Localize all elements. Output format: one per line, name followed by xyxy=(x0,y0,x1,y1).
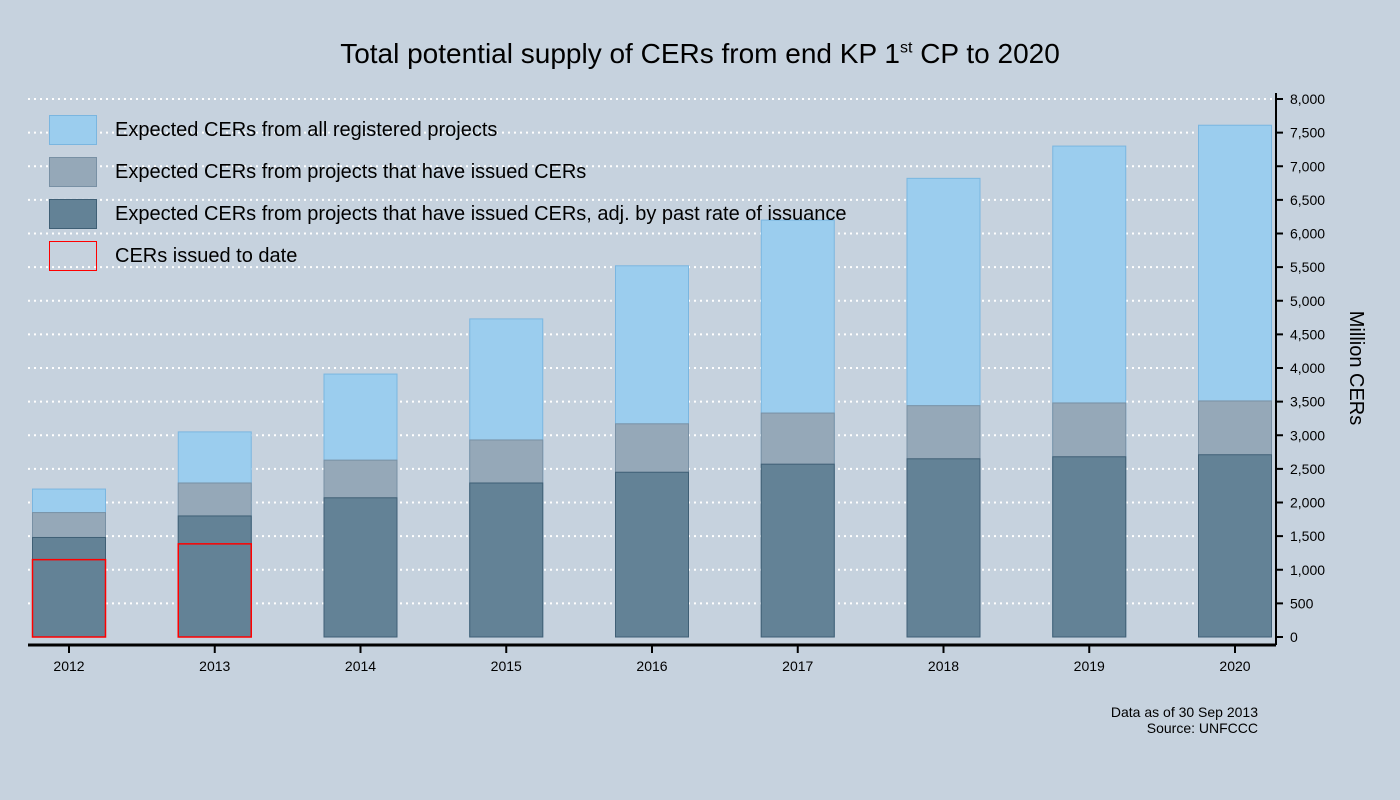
bar xyxy=(32,536,106,638)
source-label: Source: UNFCCC xyxy=(1146,720,1258,736)
y-tick-label: 8,000 xyxy=(1290,91,1325,107)
bar xyxy=(31,558,107,638)
y-tick-label: 3,000 xyxy=(1290,427,1325,443)
y-tick-label: 7,500 xyxy=(1290,125,1325,141)
y-tick-label: 4,500 xyxy=(1290,326,1325,342)
x-tick-label: 2015 xyxy=(491,658,522,674)
x-tick-label: 2012 xyxy=(53,658,84,674)
y-tick-label: 6,500 xyxy=(1290,192,1325,208)
x-tick-label: 2014 xyxy=(345,658,376,674)
y-tick-label: 2,000 xyxy=(1290,495,1325,511)
legend-label: Expected CERs from projects that have is… xyxy=(115,161,587,183)
bar xyxy=(323,497,398,638)
legend-swatch xyxy=(49,157,97,187)
x-tick-label: 2020 xyxy=(1219,658,1250,674)
bar xyxy=(469,482,544,638)
y-tick-label: 1,500 xyxy=(1290,528,1325,544)
y-tick-label: 5,000 xyxy=(1290,293,1325,309)
legend-label: Expected CERs from all registered projec… xyxy=(115,119,498,141)
y-tick-label: 5,500 xyxy=(1290,259,1325,275)
y-tick-label: 6,000 xyxy=(1290,226,1325,242)
bar xyxy=(615,471,689,638)
bar xyxy=(906,458,981,638)
bar xyxy=(1198,454,1272,638)
x-tick-label: 2018 xyxy=(928,658,959,674)
legend-swatch xyxy=(49,115,97,145)
y-tick-label: 4,000 xyxy=(1290,360,1325,376)
legend-swatch xyxy=(49,241,97,271)
y-tick-label: 500 xyxy=(1290,595,1314,611)
y-tick-label: 0 xyxy=(1290,629,1298,645)
legend-label: CERs issued to date xyxy=(115,245,298,267)
legend-label: Expected CERs from projects that have is… xyxy=(115,203,847,225)
y-tick-label: 3,500 xyxy=(1290,394,1325,410)
y-tick-label: 7,000 xyxy=(1290,158,1325,174)
y-tick-label: 2,500 xyxy=(1290,461,1325,477)
legend-swatch xyxy=(49,199,97,229)
y-tick-label: 1,000 xyxy=(1290,562,1325,578)
bar xyxy=(1052,456,1127,638)
y-axis-label: Million CERs xyxy=(1345,311,1367,425)
x-tick-label: 2019 xyxy=(1074,658,1105,674)
chart-title: Total potential supply of CERs from end … xyxy=(340,38,1060,69)
x-tick-label: 2013 xyxy=(199,658,230,674)
source-note: Data as of 30 Sep 2013 Source: UNFCCC xyxy=(1111,704,1258,736)
x-tick-label: 2017 xyxy=(782,658,813,674)
x-tick-label: 2016 xyxy=(636,658,667,674)
data-date-note: Data as of 30 Sep 2013 xyxy=(1110,704,1258,720)
bar xyxy=(760,463,835,638)
bar xyxy=(177,515,252,638)
bar xyxy=(177,543,252,638)
